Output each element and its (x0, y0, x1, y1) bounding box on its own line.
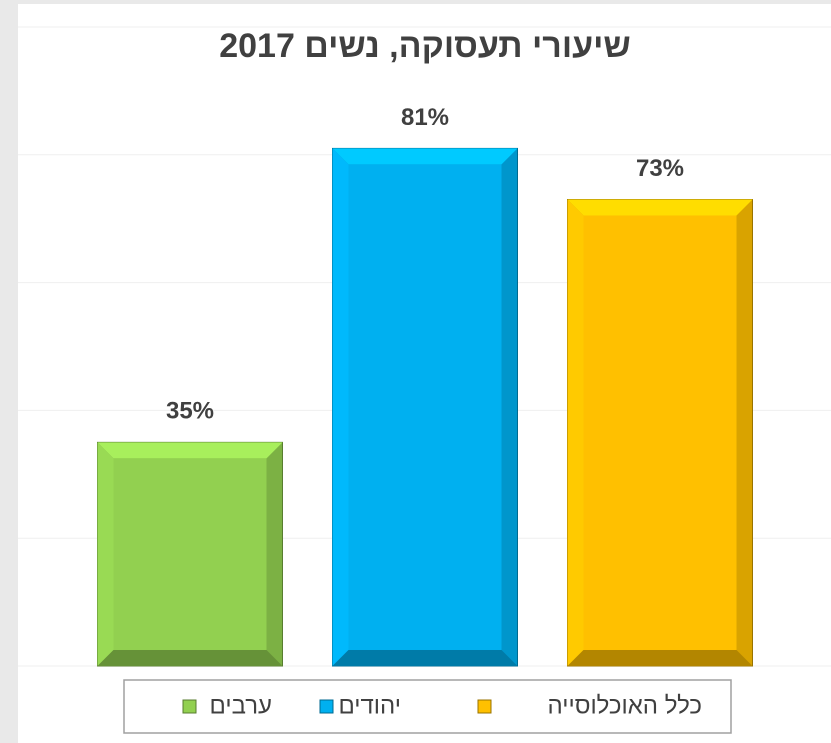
bar-bevel-bottom (332, 650, 518, 666)
bar-bevel-left (97, 442, 114, 666)
bar-bevel-top (97, 442, 283, 459)
legend-label: יהודים (338, 692, 401, 719)
bar-face (583, 215, 737, 650)
data-label: 35% (166, 398, 214, 425)
bar (567, 199, 753, 667)
bar-face (348, 164, 502, 650)
legend-swatch (477, 699, 492, 714)
legend-box (123, 679, 732, 734)
bar-bevel-left (332, 148, 349, 666)
bar-bevel-top (567, 199, 753, 216)
data-label: 73% (636, 155, 684, 182)
bar-bevel-left (567, 199, 584, 666)
legend-swatch (182, 699, 197, 714)
bar (332, 147, 518, 667)
chart-title: שיעורי תעסוקה, נשים 2017 (219, 27, 631, 65)
legend-label: ערבים (210, 692, 272, 719)
bar-bevel-bottom (97, 650, 283, 666)
data-label: 81% (401, 104, 449, 131)
bar-face (113, 458, 267, 650)
bar-bevel-top (332, 148, 518, 165)
bar-bevel-bottom (567, 650, 753, 666)
legend-label: כלל האוכלוסייה (548, 692, 703, 719)
legend-swatch (319, 699, 334, 714)
bar (97, 441, 283, 667)
